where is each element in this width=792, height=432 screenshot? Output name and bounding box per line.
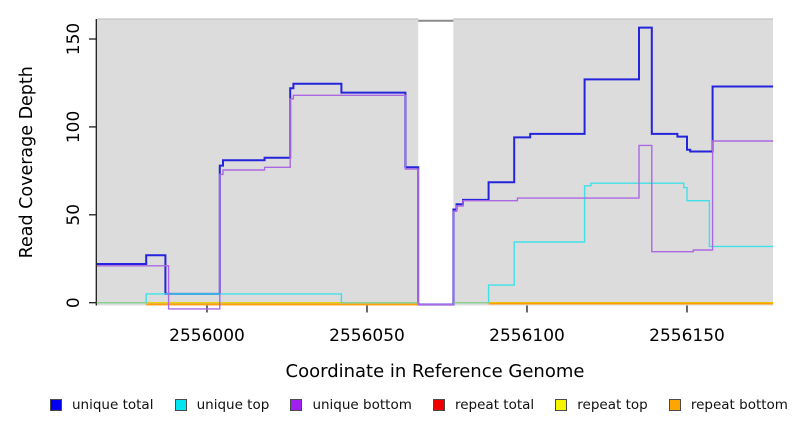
legend-label: repeat top <box>577 397 648 413</box>
legend: unique total unique top unique bottom repea… <box>50 397 788 413</box>
legend-swatch-icon <box>432 399 445 411</box>
legend-item-repeat-bottom: repeat bottom <box>668 397 788 413</box>
legend-label: repeat total <box>454 397 535 413</box>
y-axis-label: Read Coverage Depth <box>17 66 37 258</box>
legend-item-unique-top: unique top <box>174 397 270 413</box>
x-tick-label: 2556150 <box>649 326 725 346</box>
legend-label: unique bottom <box>312 397 412 413</box>
y-tick-label: 100 <box>64 111 84 143</box>
legend-item-repeat-top: repeat top <box>555 397 648 413</box>
legend-swatch-icon <box>555 399 568 411</box>
legend-swatch-icon <box>668 399 681 411</box>
legend-label: repeat bottom <box>690 397 788 413</box>
legend-swatch-icon <box>50 399 62 411</box>
x-tick-label: 2556000 <box>169 326 245 346</box>
legend-label: unique top <box>196 397 270 413</box>
masked-region <box>418 6 454 306</box>
y-tick-label: 50 <box>64 204 84 226</box>
x-tick-label: 2556100 <box>489 326 565 346</box>
legend-item-unique-bottom: unique bottom <box>290 397 412 413</box>
legend-label: unique total <box>72 397 154 413</box>
x-axis-label: Coordinate in Reference Genome <box>286 361 585 382</box>
legend-swatch-icon <box>174 399 187 411</box>
legend-item-unique-total: unique total <box>50 397 153 413</box>
coverage-plot: 0 50 100 150 2556000 2556050 2556100 2556150 Rea… <box>17 6 774 382</box>
x-tick-label: 2556050 <box>329 326 405 346</box>
series-unique-top <box>453 182 774 304</box>
series-unique-bottom <box>96 94 774 310</box>
y-tick-label: 0 <box>64 297 84 308</box>
legend-swatch-icon <box>290 399 303 411</box>
y-tick-label: 150 <box>64 23 84 55</box>
legend-item-repeat-total: repeat total <box>432 397 535 413</box>
